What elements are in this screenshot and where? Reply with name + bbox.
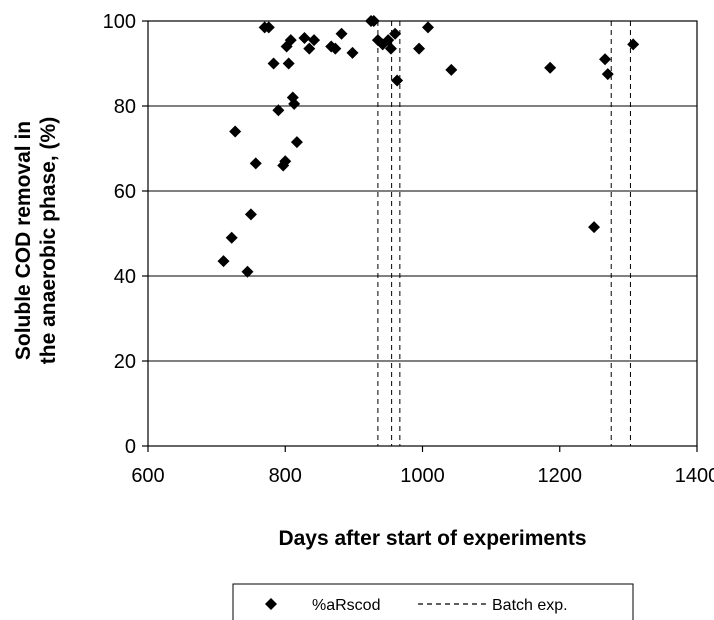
data-point-13 [282,57,295,70]
data-point-26 [367,15,380,27]
data-point-22 [329,42,342,55]
data-point-38 [599,53,612,66]
x-tick-label-600: 600 [131,465,164,487]
data-point-36 [544,61,557,74]
x-axis-title: Days after start of experiments [278,527,586,550]
data-point-16 [288,97,301,110]
data-point-0 [217,255,230,268]
data-point-7 [262,21,275,34]
data-point-17 [290,136,303,149]
data-point-5 [249,157,262,170]
data-point-11 [279,155,292,168]
data-point-1 [225,231,238,244]
data-point-35 [445,63,458,76]
data-point-31 [389,27,402,40]
legend-label-scatter: %aRscod [312,597,380,614]
y-tick-label-100: 100 [103,11,136,33]
data-point-32 [391,74,404,87]
x-tick-label-1000: 1000 [400,465,445,487]
x-tick-label-800: 800 [269,465,302,487]
data-point-23 [335,27,348,40]
data-point-20 [308,34,321,47]
data-point-2 [229,125,242,138]
data-point-40 [627,38,640,51]
x-tick-label-1200: 1200 [538,465,583,487]
y-axis-title-line2: the anaerobic phase, (%) [37,117,60,364]
data-point-14 [284,34,297,47]
data-point-30 [384,42,397,55]
data-point-19 [303,42,316,55]
y-tick-label-80: 80 [114,96,136,118]
y-axis-title-line1: Soluble COD removal in [12,121,35,360]
legend: %aRscod Batch exp. [232,583,634,620]
data-point-4 [244,208,257,221]
data-point-3 [241,265,254,278]
x-tick-label-1400: 1400 [675,465,714,487]
gridlines [148,105,697,362]
data-point-8 [267,57,280,70]
data-point-9 [272,104,285,117]
data-point-18 [298,32,311,44]
y-tick-label-60: 60 [114,181,136,203]
data-point-33 [413,42,426,55]
data-point-34 [421,21,434,34]
data-point-24 [346,46,359,59]
y-axis-ticks: 0 20 40 60 80 100 [103,11,148,458]
x-axis-ticks: 600 800 1000 1200 1400 [131,446,714,487]
data-point-39 [601,68,614,81]
y-tick-label-40: 40 [114,266,136,288]
legend-label-batch: Batch exp. [492,597,568,614]
legend-box [232,583,634,620]
data-point-37 [588,221,601,234]
y-tick-label-0: 0 [125,436,136,458]
data-points [217,15,640,278]
y-tick-label-20: 20 [114,351,136,373]
batch-experiment-lines [377,21,631,446]
legend-marker-diamond [265,598,277,610]
